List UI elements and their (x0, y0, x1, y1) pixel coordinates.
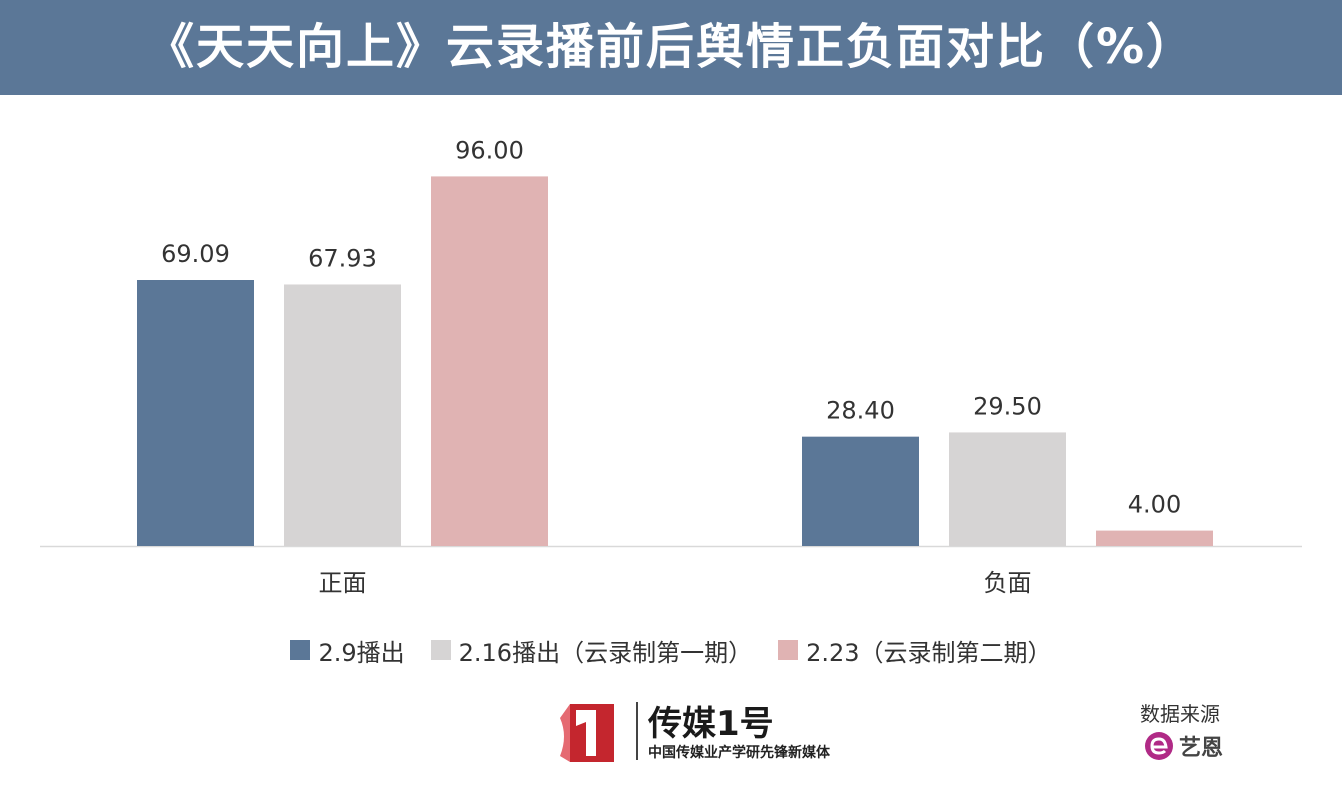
chart-legend: 2.9播出 2.16播出（云录制第一期） 2.23（云录制第二期） (0, 630, 1342, 670)
category-label: 正面 (319, 569, 367, 597)
bar (1096, 530, 1213, 546)
bar (431, 176, 548, 546)
legend-label: 2.16播出（云录制第一期） (458, 638, 753, 667)
data-label: 29.50 (973, 392, 1042, 420)
data-label: 4.00 (1128, 491, 1181, 519)
bar (284, 284, 401, 546)
bar (137, 280, 254, 546)
data-label: 28.40 (826, 397, 895, 425)
logo-slogan: 中国传媒业产学研先锋新媒体 (648, 745, 830, 761)
source-name: 艺恩 (1179, 736, 1224, 761)
legend-swatch (290, 640, 311, 660)
legend-item-2-23: 2.23（云录制第二期） (778, 633, 1052, 668)
category-label: 负面 (984, 569, 1032, 597)
logo-divider (636, 702, 638, 760)
chart-title: 《天天向上》云录播前后舆情正负面对比（%） (145, 19, 1197, 75)
legend-label: 2.23（云录制第二期） (806, 638, 1052, 667)
legend-item-2-16: 2.16播出（云录制第一期） (430, 633, 753, 668)
brand-logo: 传媒1号 中国传媒业产学研先锋新媒体 (556, 696, 886, 766)
bar (949, 432, 1066, 546)
bar-chart: 69.09 67.93 96.00 正面 28.40 29.50 4.00 负面 (40, 136, 1302, 597)
logo-name: 传媒1号 (648, 704, 774, 744)
data-label: 69.09 (161, 240, 230, 268)
title-bar: 《天天向上》云录播前后舆情正负面对比（%） (0, 0, 1342, 95)
source-logo: 艺恩 (1143, 730, 1243, 762)
data-label: 96.00 (455, 136, 524, 164)
data-source-label: 数据来源 (1140, 702, 1220, 726)
red-one-logo-icon (556, 696, 626, 766)
legend-item-2-9: 2.9播出 (290, 633, 405, 668)
e-letter-logo-icon (1145, 732, 1173, 760)
legend-swatch (430, 640, 451, 660)
legend-swatch (778, 640, 799, 660)
bar (802, 436, 919, 546)
data-label: 67.93 (308, 244, 377, 272)
legend-label: 2.9播出 (318, 638, 405, 667)
